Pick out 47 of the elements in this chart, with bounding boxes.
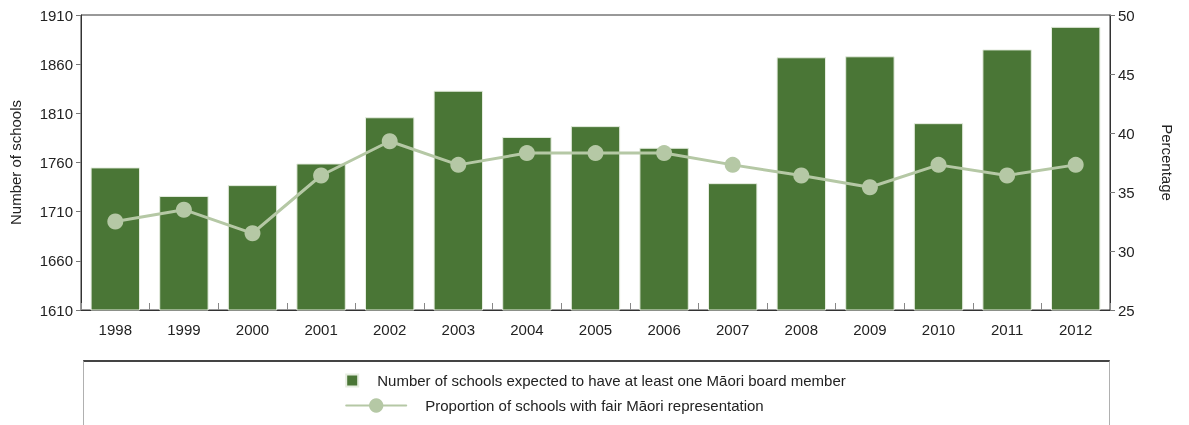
y-tick-label: 1610 (39, 301, 73, 319)
x-tick-label: 2005 (578, 321, 613, 338)
point (587, 145, 604, 162)
y-tick-label: 1810 (39, 104, 73, 122)
y2-tick-label: 45 (1118, 65, 1135, 83)
point (1067, 156, 1084, 173)
x-tick-label: 2001 (304, 321, 338, 338)
x-tick-label: 2003 (441, 321, 475, 338)
x-tick-label: 1998 (98, 321, 132, 338)
y2-tick-label: 50 (1118, 6, 1135, 24)
point (175, 201, 192, 218)
legend-label: Number of schools expected to have at least one Māori board member (377, 372, 846, 389)
x-tick-label: 2006 (647, 321, 681, 338)
x-tick-label: 2011 (990, 321, 1024, 338)
x-tick-label: 1999 (167, 321, 201, 338)
legend-label: Proportion of schools with fair Māori representation (425, 397, 764, 414)
x-tick-label: 2000 (235, 321, 270, 338)
y-axis-title: Number of schools (7, 99, 24, 226)
y2-tick-label: 30 (1118, 242, 1135, 260)
x-tick-label: 2002 (373, 321, 407, 338)
x-tick-label: 2009 (853, 321, 887, 338)
point (518, 145, 535, 162)
point (724, 156, 741, 173)
point (793, 167, 810, 184)
x-tick-label: 2008 (784, 321, 818, 338)
point (450, 156, 467, 173)
y-tick-label: 1710 (39, 203, 73, 221)
point (381, 133, 398, 150)
y2-tick-label: 35 (1118, 183, 1135, 201)
point (107, 213, 124, 230)
y-tick-label: 1660 (39, 252, 73, 270)
point (861, 179, 878, 196)
point (656, 145, 673, 162)
y2-axis-title: Percentage (1159, 124, 1176, 201)
x-tick-label: 2012 (1059, 321, 1093, 338)
point (930, 156, 947, 173)
y2-tick-label: 40 (1118, 124, 1135, 142)
x-tick-label: 2007 (716, 321, 750, 338)
y-tick-label: 1860 (39, 55, 73, 73)
point (244, 225, 261, 242)
x-tick-label: 2010 (921, 321, 956, 338)
point (999, 167, 1016, 184)
y2-tick-label: 25 (1118, 301, 1135, 319)
y-tick-label: 1910 (39, 6, 73, 24)
y-tick-label: 1760 (39, 154, 73, 171)
x-tick-label: 2004 (510, 321, 544, 338)
point (313, 167, 330, 184)
